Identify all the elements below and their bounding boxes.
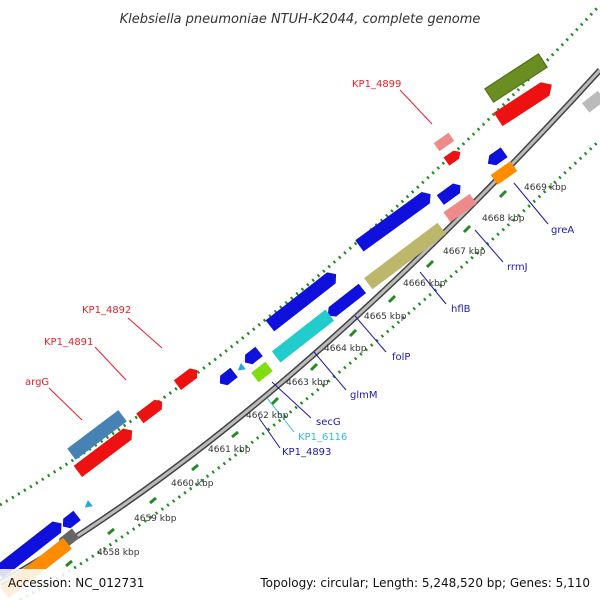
gene-label: folP: [392, 352, 410, 363]
gene-label: KP1_4892: [82, 305, 131, 316]
genome-backbone-inner: [0, 68, 600, 585]
gene-arrow[interactable]: [490, 161, 518, 185]
gene-arrow[interactable]: [484, 53, 548, 103]
tick-label: 4658 kbp: [97, 548, 140, 558]
gene-label: KP1_4893: [282, 447, 331, 458]
gene-arrow[interactable]: [241, 346, 263, 368]
gene-label: hflB: [451, 304, 471, 315]
tick-label: 4668 kbp: [482, 214, 525, 224]
label-leaders: [48, 89, 549, 449]
gene-arrow[interactable]: [136, 397, 166, 424]
gene-arrow[interactable]: [493, 78, 556, 127]
tick-label: 4660 kbp: [171, 479, 214, 489]
gene-arrow[interactable]: [582, 90, 600, 113]
gene-arrow[interactable]: [265, 269, 341, 332]
gene-arrow[interactable]: [59, 510, 81, 532]
gene-label: secG: [316, 417, 341, 428]
gene-arrow[interactable]: [364, 222, 446, 290]
tick-label: 4661 kbp: [208, 445, 251, 455]
map-title: Klebsiella pneumoniae NTUH-K2044, comple…: [120, 12, 481, 27]
inner-dotted-guide: [19, 138, 600, 600]
gene-arrow[interactable]: [173, 365, 201, 391]
gene-label: greA: [551, 225, 574, 236]
tick-label: 4666 kbp: [403, 279, 446, 289]
genome-stats-text: Topology: circular; Length: 5,248,520 bp…: [259, 576, 590, 590]
gene-label: argG: [25, 377, 49, 388]
gene-label: KP1_4899: [352, 79, 401, 90]
gene-arrow[interactable]: [235, 363, 246, 374]
gene-arrow[interactable]: [355, 188, 434, 252]
gene-label: rrmJ: [507, 262, 528, 273]
tick-label: 4663 kbp: [286, 378, 329, 388]
tick-label: 4659 kbp: [134, 514, 177, 524]
gene-arrow[interactable]: [443, 193, 477, 223]
gene-arrow[interactable]: [82, 500, 93, 511]
tick-label: 4667 kbp: [443, 247, 486, 257]
gene-arrow[interactable]: [484, 147, 508, 168]
gene-arrow[interactable]: [324, 283, 367, 321]
tick-label: 4665 kbp: [364, 312, 407, 322]
tick-label: 4664 kbp: [324, 344, 367, 354]
gene-arrow[interactable]: [73, 425, 137, 478]
gene-label: glmM: [350, 390, 378, 401]
gene-label: KP1_6116: [298, 432, 347, 443]
gene-arrow[interactable]: [251, 361, 273, 383]
gene-arrow[interactable]: [436, 181, 464, 205]
gene-arrow[interactable]: [67, 410, 127, 460]
gene-arrow[interactable]: [216, 367, 238, 389]
tick-label: 4669 kbp: [524, 183, 567, 193]
gene-arrow[interactable]: [271, 309, 335, 363]
gene-arrow[interactable]: [0, 518, 66, 579]
gene-arrow[interactable]: [433, 132, 455, 152]
tick-marks: [65, 189, 508, 568]
footer-bar: [0, 569, 600, 600]
tick-label: 4662 kbp: [246, 411, 289, 421]
accession-text: Accession: NC_012731: [8, 576, 144, 590]
gene-label: KP1_4891: [44, 337, 93, 348]
gene-arrow[interactable]: [443, 148, 464, 166]
